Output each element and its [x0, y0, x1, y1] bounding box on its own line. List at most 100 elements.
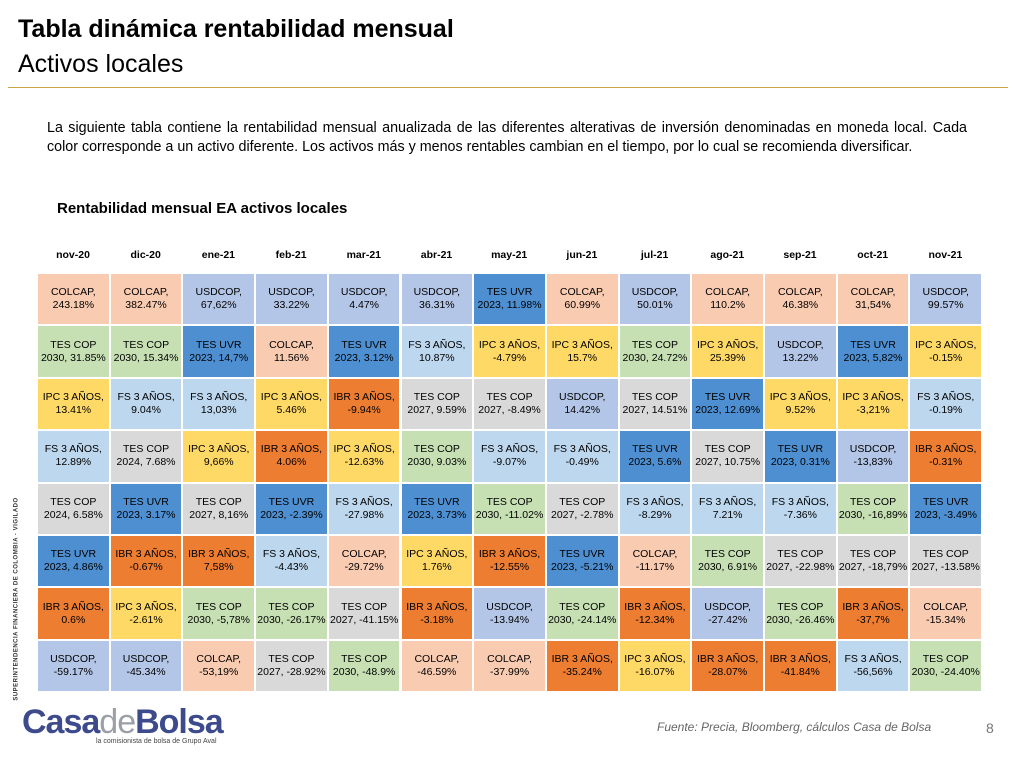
table-cell: COLCAP, 60.99%	[545, 273, 619, 326]
table-cell: TES COP 2027, -28.92%	[255, 639, 328, 693]
table-cell: TES UVR 2023, 3.12%	[327, 325, 401, 378]
table-cell: USDCOP, -13.94%	[473, 587, 546, 640]
table-cell: TES COP 2030, 15.34%	[109, 325, 183, 378]
table-cell: TES COP 2027, -41.15%	[327, 587, 401, 640]
table-cell: IBR 3 AÑOS, -0.31%	[909, 430, 983, 483]
month-header: mar-21	[346, 249, 382, 261]
table-cell: TES COP 2024, 6.58%	[37, 482, 110, 535]
table-cell: IBR 3 AÑOS, -3.18%	[400, 587, 474, 640]
table-cell: TES COP 2030, -26.17%	[255, 587, 328, 640]
table-cell: TES COP 2027, 14.51%	[618, 377, 692, 431]
table-cell: FS 3 AÑOS, -9.07%	[473, 430, 546, 483]
table-cell: IBR 3 AÑOS, -9.94%	[327, 377, 401, 431]
table-cell: IBR 3 AÑOS, 4.06%	[255, 430, 328, 483]
table-cell: USDCOP, 99.57%	[909, 273, 983, 326]
table-cell: FS 3 AÑOS, -0.19%	[909, 377, 983, 431]
month-header: jul-21	[640, 249, 669, 261]
table-cell: IPC 3 AÑOS, 5.46%	[255, 377, 328, 431]
table-cell: IBR 3 AÑOS, -0.67%	[109, 535, 183, 588]
source-note: Fuente: Precia, Bloomberg, cálculos Casa…	[657, 720, 932, 734]
table-cell: TES COP 2030, -48.9%	[327, 639, 401, 693]
table-cell: COLCAP, 31,54%	[836, 273, 910, 326]
table-cell: USDCOP, 13.22%	[764, 325, 837, 378]
table-cell: TES UVR 2023, 14,7%	[182, 325, 256, 378]
table-cell: TES COP 2027, -2.78%	[545, 482, 619, 535]
table-cell: IBR 3 AÑOS, -12.55%	[473, 535, 546, 588]
table-cell: TES COP 2027, 10.75%	[691, 430, 764, 483]
table-cell: TES COP 2030, -24.40%	[909, 639, 983, 693]
table-cell: TES COP 2024, 7.68%	[109, 430, 183, 483]
table-cell: IPC 3 AÑOS, 25.39%	[691, 325, 764, 378]
table-cell: TES COP 2030, -5,78%	[182, 587, 256, 640]
logo-wordmark: CasadeBolsa	[22, 702, 224, 742]
table-cell: TES COP 2030, -24.14%	[545, 587, 619, 640]
table-cell: FS 3 AÑOS, 12.89%	[37, 430, 110, 483]
table-cell: IPC 3 AÑOS, 9.52%	[764, 377, 837, 431]
table-cell: COLCAP, 110.2%	[691, 273, 764, 326]
table-cell: TES COP 2030, 24.72%	[618, 325, 692, 378]
table-cell: USDCOP, -59.17%	[37, 639, 110, 693]
table-cell: FS 3 AÑOS, -4.43%	[255, 535, 328, 588]
table-cell: IBR 3 AÑOS, -35.24%	[545, 639, 619, 693]
table-cell: TES UVR 2023, -5.21%	[545, 535, 619, 588]
table-cell: TES COP 2027, 9.59%	[400, 377, 474, 431]
table-cell: COLCAP, -15.34%	[909, 587, 983, 640]
month-header: ene-21	[201, 249, 236, 261]
table-cell: IBR 3 AÑOS, -37,7%	[836, 587, 910, 640]
table-cell: FS 3 AÑOS, -8.29%	[618, 482, 692, 535]
table-cell: FS 3 AÑOS, -27.98%	[327, 482, 401, 535]
table-cell: IBR 3 AÑOS, -12.34%	[618, 587, 692, 640]
table-cell: TES UVR 2023, 5.6%	[618, 430, 692, 483]
table-cell: IPC 3 AÑOS, -16.07%	[618, 639, 692, 693]
table-cell: USDCOP, 36.31%	[400, 273, 474, 326]
month-header: jun-21	[566, 249, 598, 261]
table-cell: TES UVR 2023, 0.31%	[764, 430, 837, 483]
table-cell: COLCAP, 243.18%	[37, 273, 110, 326]
table-cell: TES COP 2027, -8.49%	[473, 377, 546, 431]
regulator-stamp: SUPERINTENDENCIA FINANCIERA DE COLOMBIA …	[6, 497, 28, 700]
table-cell: USDCOP, -45.34%	[109, 639, 183, 693]
table-cell: USDCOP, 67,62%	[182, 273, 256, 326]
table-cell: TES COP 2027, -22.98%	[764, 535, 837, 588]
page-number: 8	[986, 720, 994, 736]
table-cell: TES COP 2030, -11.02%	[473, 482, 546, 535]
table-cell: FS 3 AÑOS, -56,56%	[836, 639, 910, 693]
table-cell: TES COP 2030, -16,89%	[836, 482, 910, 535]
table-cell: IBR 3 AÑOS, 0.6%	[37, 587, 110, 640]
table-cell: TES COP 2030, 31.85%	[37, 325, 110, 378]
table-cell: USDCOP, 33.22%	[255, 273, 328, 326]
table-cell: USDCOP, 14.42%	[545, 377, 619, 431]
returns-grid: COLCAP, 243.18% COLCAP, 382.47% USDCOP, 67…	[37, 273, 983, 693]
table-cell: IPC 3 AÑOS, 1.76%	[400, 535, 474, 588]
table-cell: FS 3 AÑOS, -0.49%	[545, 430, 619, 483]
table-cell: IPC 3 AÑOS, -12.63%	[327, 430, 401, 483]
logo-part-bolsa: Bolsa	[135, 703, 224, 741]
month-header: nov-21	[928, 249, 963, 261]
table-cell: TES COP 2030, 6.91%	[691, 535, 764, 588]
page-title: Tabla dinámica rentabilidad mensual	[18, 15, 454, 43]
table-cell: USDCOP, -27.42%	[691, 587, 764, 640]
table-cell: TES COP 2027, -13.58%	[909, 535, 983, 588]
table-cell: IPC 3 AÑOS, -0.15%	[909, 325, 983, 378]
month-header: oct-21	[857, 249, 889, 261]
table-cell: FS 3 AÑOS, 7.21%	[691, 482, 764, 535]
table-cell: COLCAP, -11.17%	[618, 535, 692, 588]
table-cell: IBR 3 AÑOS, 7,58%	[182, 535, 256, 588]
table-cell: USDCOP, 50.01%	[618, 273, 692, 326]
table-cell: IBR 3 AÑOS, -28.07%	[691, 639, 764, 693]
month-header: may-21	[491, 249, 528, 261]
table-cell: IPC 3 AÑOS, -2.61%	[109, 587, 183, 640]
month-header: abr-21	[420, 249, 453, 261]
table-cell: COLCAP, -29.72%	[327, 535, 401, 588]
table-cell: IPC 3 AÑOS, 9,66%	[182, 430, 256, 483]
title-divider	[8, 87, 1008, 88]
table-cell: TES UVR 2023, 12.69%	[691, 377, 764, 431]
table-cell: COLCAP, 46.38%	[764, 273, 837, 326]
table-cell: TES COP 2030, -26.46%	[764, 587, 837, 640]
table-cell: IPC 3 AÑOS, -3,21%	[836, 377, 910, 431]
table-cell: IPC 3 AÑOS, -4.79%	[473, 325, 546, 378]
table-cell: COLCAP, 382.47%	[109, 273, 183, 326]
table-cell: TES UVR 2023, 3.17%	[109, 482, 183, 535]
table-cell: TES UVR 2023, 3.73%	[400, 482, 474, 535]
table-title: Rentabilidad mensual EA activos locales	[57, 200, 348, 217]
